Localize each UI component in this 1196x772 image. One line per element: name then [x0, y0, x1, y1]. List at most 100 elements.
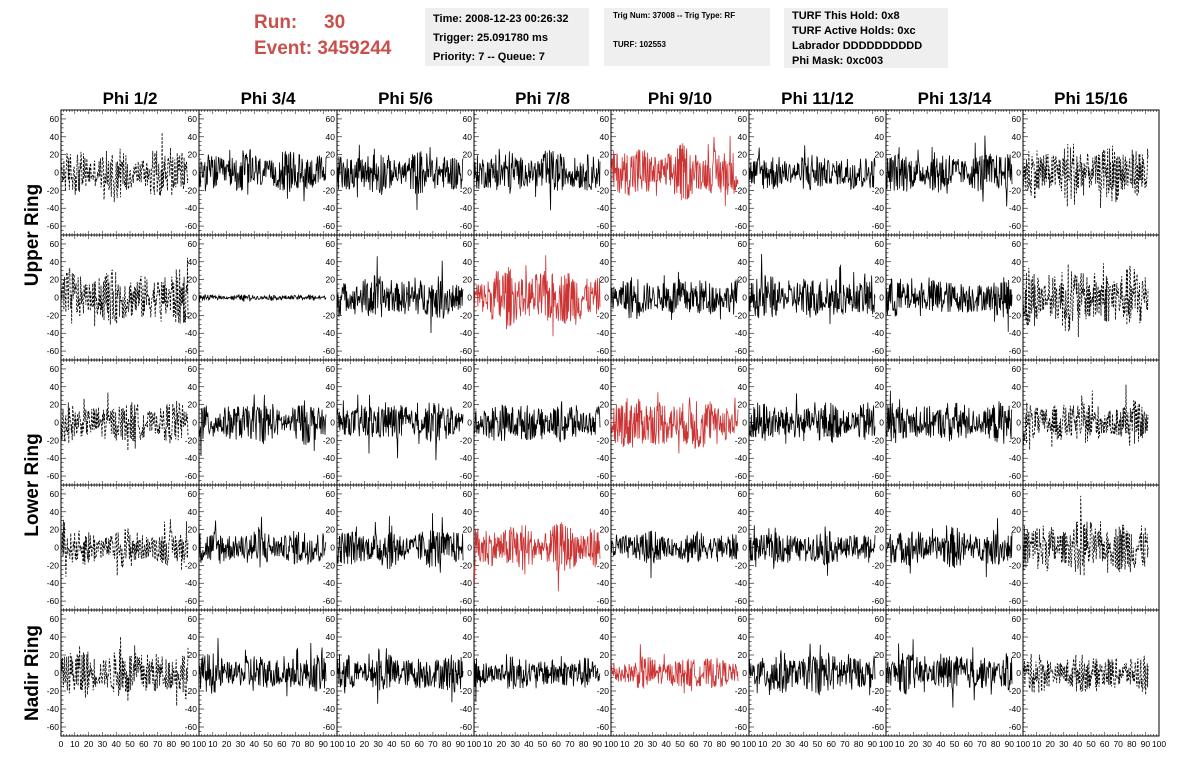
- y-tick-label: -40: [185, 578, 198, 588]
- y-tick-label: 40: [875, 382, 885, 392]
- x-tick-label: 100: [330, 739, 344, 749]
- y-tick-label: 0: [54, 418, 59, 428]
- waveform-panel: 60 40 20 0 -20 -40 -60: [323, 234, 475, 361]
- x-tick-label: 10: [895, 739, 905, 749]
- x-tick-label: 50: [401, 739, 411, 749]
- y-tick-label: -40: [47, 704, 60, 714]
- waveform-trace: [1022, 653, 1149, 695]
- x-tick-label: 90: [593, 739, 603, 749]
- y-tick-label: -60: [460, 221, 473, 231]
- y-tick-label: -40: [1009, 203, 1022, 213]
- y-tick-label: 40: [326, 132, 336, 142]
- y-tick-label: -20: [735, 686, 748, 696]
- y-tick-label: -20: [47, 310, 60, 320]
- y-tick-label: 20: [463, 150, 473, 160]
- y-tick-label: -20: [47, 686, 60, 696]
- y-tick-label: -40: [597, 453, 610, 463]
- x-tick-label: 60: [826, 739, 836, 749]
- waveform-panel: 60 40 20 0 -20 -40 -60: [597, 234, 750, 361]
- x-tick-label: 30: [922, 739, 932, 749]
- y-tick-label: -60: [185, 221, 198, 231]
- column-header: Phi 5/6: [378, 89, 433, 108]
- y-tick-label: -40: [1009, 578, 1022, 588]
- x-tick-label: 40: [111, 739, 121, 749]
- waveform-panel: 60 40 20 0 -20 -40 -60: [460, 609, 612, 737]
- waveform-trace: [336, 648, 464, 704]
- y-tick-label: 20: [875, 275, 885, 285]
- y-tick-label: 60: [600, 114, 610, 124]
- y-tick-label: 40: [600, 632, 610, 642]
- y-tick-label: 0: [742, 168, 747, 178]
- run-event-label: Run: 30 Event: 3459244: [254, 10, 391, 62]
- x-tick-label: 40: [249, 739, 259, 749]
- y-tick-label: 60: [738, 614, 748, 624]
- x-tick-label: 90: [730, 739, 740, 749]
- y-tick-label: -60: [597, 722, 610, 732]
- y-tick-label: 0: [604, 168, 609, 178]
- y-tick-label: -60: [1009, 722, 1022, 732]
- waveform-trace: [610, 271, 739, 320]
- x-tick-label: 90: [868, 739, 878, 749]
- y-tick-label: -20: [597, 560, 610, 570]
- y-tick-label: -60: [185, 722, 198, 732]
- y-tick-label: 0: [467, 168, 472, 178]
- y-tick-label: -40: [735, 453, 748, 463]
- x-tick-label: 40: [799, 739, 809, 749]
- waveform-trace: [198, 293, 327, 302]
- y-tick-label: 0: [192, 293, 197, 303]
- y-tick-label: 0: [742, 668, 747, 678]
- y-tick-label: -60: [47, 596, 60, 606]
- y-tick-label: 20: [875, 400, 885, 410]
- x-tick-label: 70: [291, 739, 301, 749]
- y-tick-label: 40: [50, 257, 60, 267]
- x-tick-label: 80: [167, 739, 177, 749]
- y-tick-label: 20: [600, 400, 610, 410]
- waveform-panel: 60 40 20 0 -20 -40 -60: [323, 109, 475, 236]
- y-tick-label: 60: [188, 239, 198, 249]
- x-tick-label: 20: [360, 739, 370, 749]
- x-tick-label: 70: [1113, 739, 1123, 749]
- y-tick-label: 60: [1012, 114, 1022, 124]
- y-tick-label: -60: [735, 221, 748, 231]
- y-tick-label: 40: [738, 507, 748, 517]
- y-tick-label: 60: [875, 489, 885, 499]
- y-tick-label: 20: [463, 650, 473, 660]
- x-tick-label: 50: [538, 739, 548, 749]
- y-tick-label: -20: [735, 560, 748, 570]
- y-tick-label: 20: [50, 400, 60, 410]
- y-tick-label: 0: [879, 168, 884, 178]
- y-tick-label: -60: [47, 722, 60, 732]
- y-tick-label: 60: [1012, 364, 1022, 374]
- waveform-panel: 60 40 20 0 -20 -40 -60: [735, 359, 887, 486]
- y-tick-label: -40: [735, 704, 748, 714]
- y-tick-label: 0: [54, 168, 59, 178]
- y-tick-label: 20: [600, 525, 610, 535]
- x-tick-label: 90: [456, 739, 466, 749]
- y-tick-label: 20: [188, 400, 198, 410]
- y-tick-label: 0: [192, 418, 197, 428]
- row-label: Upper Ring: [22, 184, 43, 286]
- x-tick-label: 90: [1005, 739, 1015, 749]
- y-tick-label: -40: [47, 578, 60, 588]
- trigger-text: Trigger: 25.091780 ms: [433, 32, 548, 44]
- panel-frame: [610, 484, 750, 611]
- y-tick-label: 20: [50, 525, 60, 535]
- trig-info-box: Trig Num: 37008 -- Trig Type: RF TURF: 1…: [604, 8, 770, 66]
- y-tick-label: 20: [188, 150, 198, 160]
- y-tick-label: 20: [600, 150, 610, 160]
- waveform-trace: [336, 394, 464, 461]
- labrador-text: Labrador DDDDDDDDDD: [792, 40, 923, 52]
- waveform-trace: [748, 253, 876, 325]
- waveform-panel: 60 40 20 0 -20 -40 -60: [597, 484, 750, 611]
- y-tick-label: 40: [188, 507, 198, 517]
- x-tick-label: 90: [318, 739, 328, 749]
- y-tick-label: 40: [600, 507, 610, 517]
- x-tick-label: 30: [98, 739, 108, 749]
- y-tick-label: 40: [463, 257, 473, 267]
- y-tick-label: 40: [875, 132, 885, 142]
- y-tick-label: -40: [323, 453, 336, 463]
- x-tick-label: 80: [579, 739, 589, 749]
- y-tick-label: -60: [872, 722, 885, 732]
- y-tick-label: 60: [50, 114, 60, 124]
